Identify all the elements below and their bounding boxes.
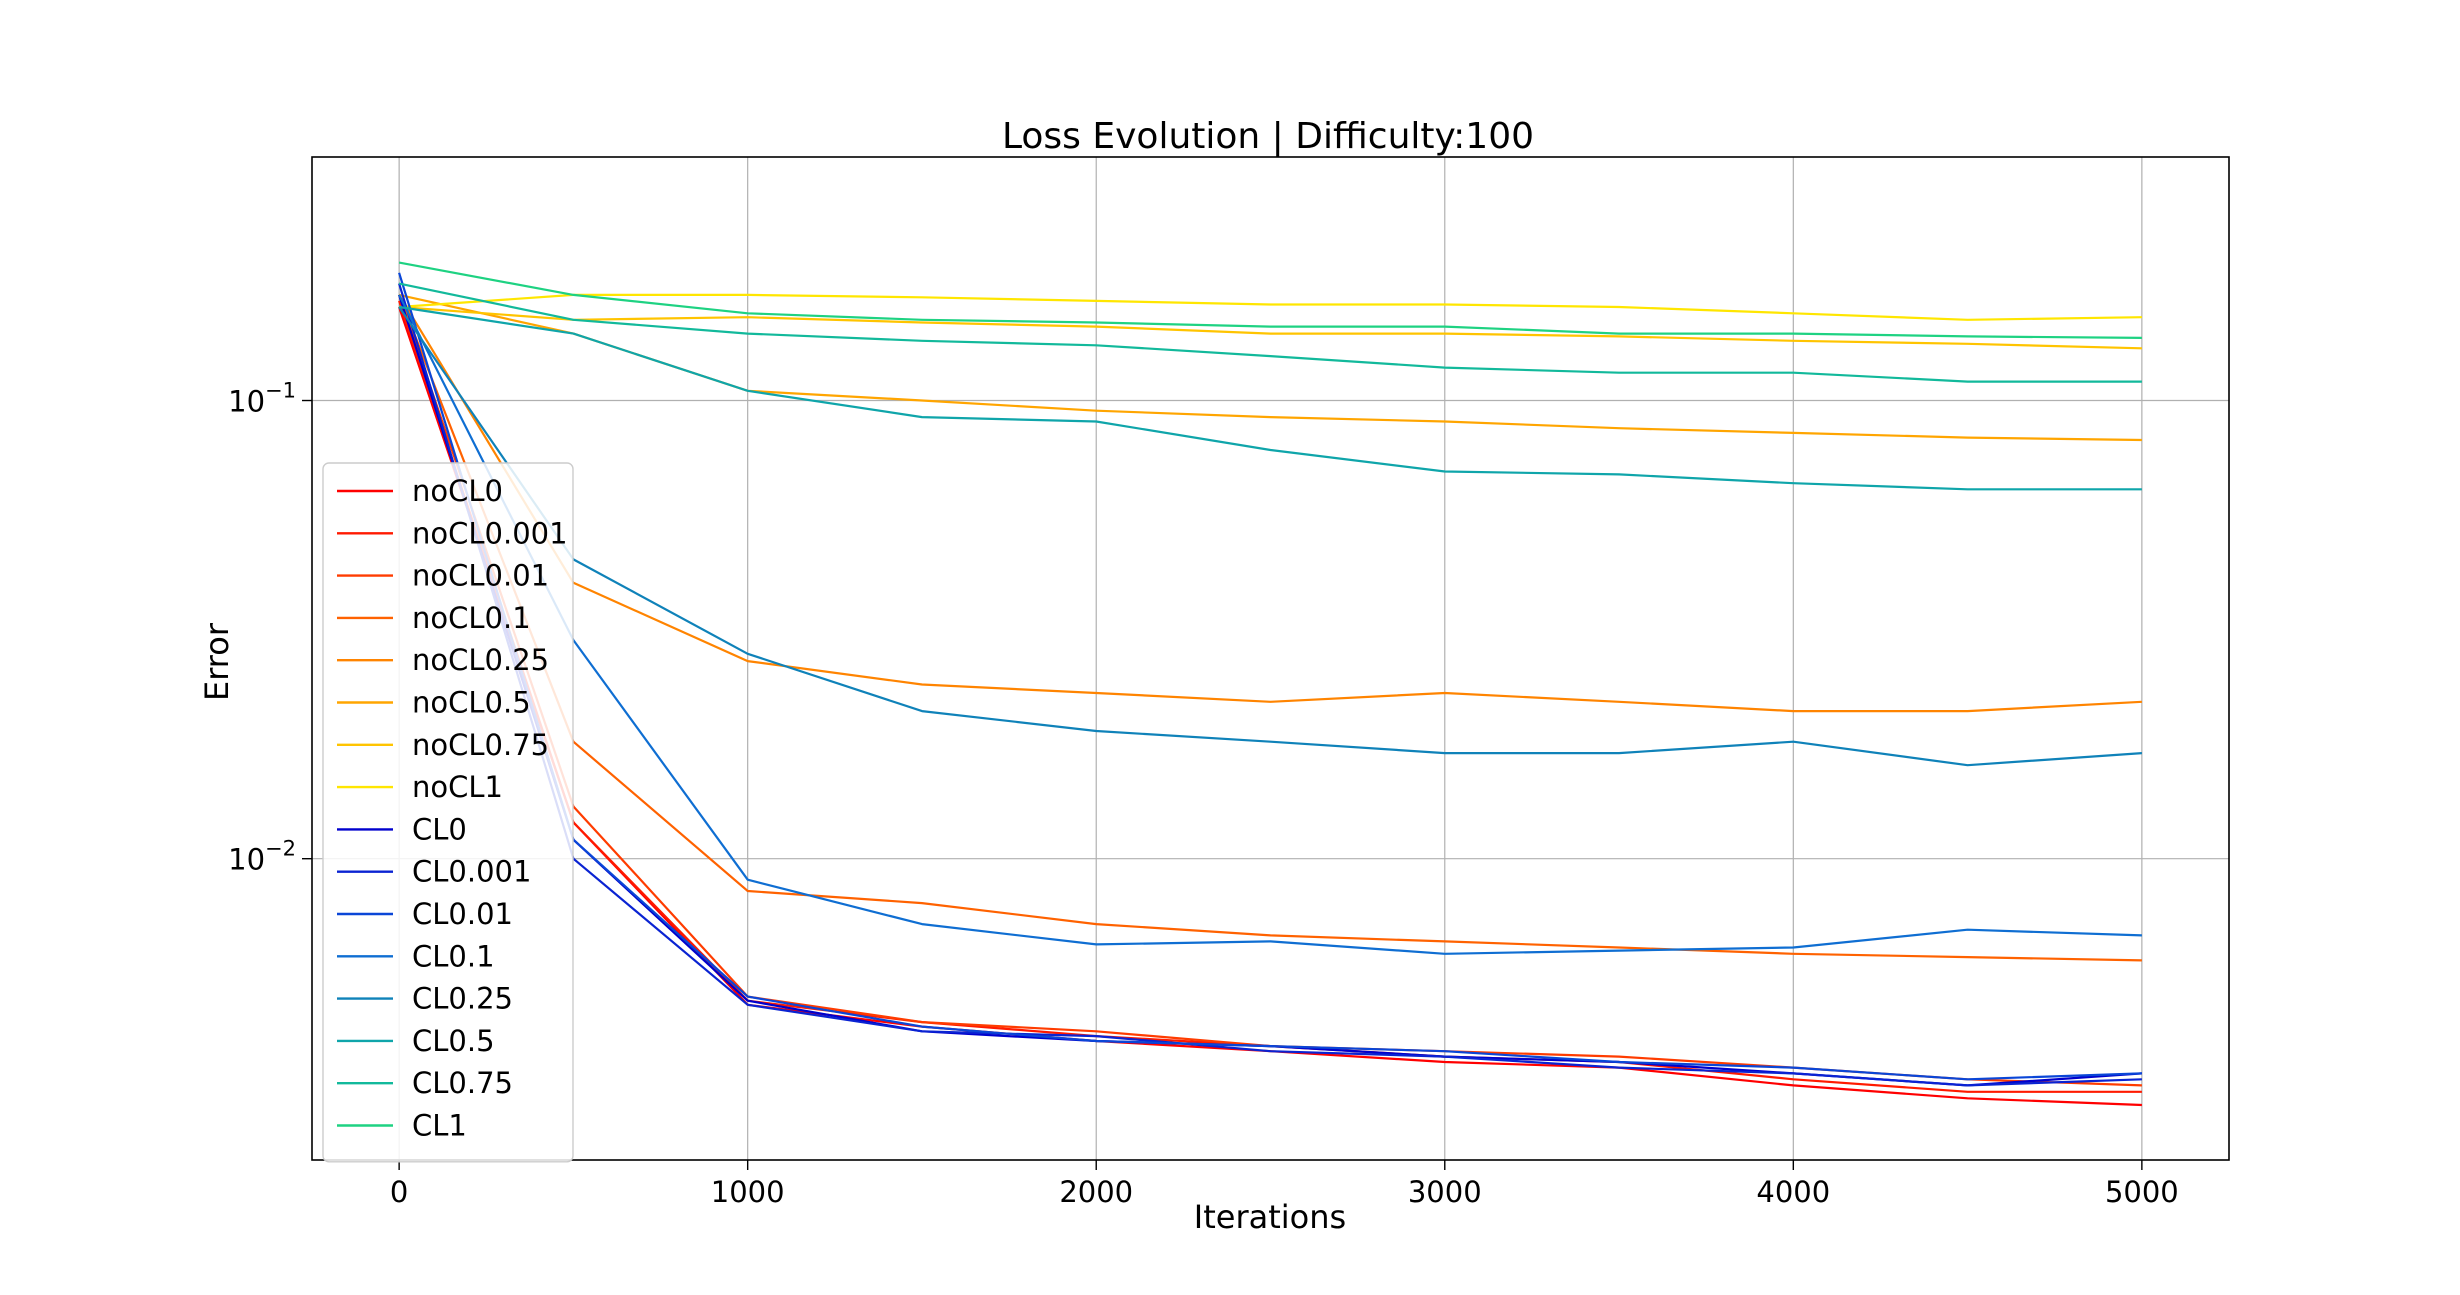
legend-label: noCL0.75 bbox=[412, 728, 549, 762]
series-line-noCL1 bbox=[399, 293, 2142, 321]
series-line-CL0.5 bbox=[398, 305, 2142, 491]
x-tick-label: 0 bbox=[390, 1175, 408, 1209]
x-tick-label: 5000 bbox=[2105, 1175, 2179, 1209]
legend-label: noCL0.5 bbox=[412, 686, 531, 720]
plot-frame bbox=[311, 156, 2230, 1161]
legend-label: noCL0.25 bbox=[412, 643, 549, 677]
legend-label: CL0.001 bbox=[412, 855, 531, 889]
x-tick-label: 3000 bbox=[1408, 1175, 1482, 1209]
grid bbox=[312, 157, 2229, 1160]
x-tick-label: 1000 bbox=[711, 1175, 785, 1209]
x-tick-label: 2000 bbox=[1059, 1175, 1133, 1209]
legend-label: CL0.75 bbox=[412, 1066, 513, 1100]
legend-label: CL0 bbox=[412, 812, 467, 846]
chart-title: Loss Evolution | Difficulty:100 bbox=[1002, 116, 1534, 157]
x-tick-label: 4000 bbox=[1756, 1175, 1830, 1209]
series-line-CL0.001 bbox=[398, 283, 2142, 1087]
legend-label: noCL1 bbox=[412, 770, 503, 804]
series-line-CL0.1 bbox=[398, 294, 2142, 955]
legend-label: CL0.1 bbox=[412, 939, 495, 973]
legend-label: CL0.01 bbox=[412, 897, 513, 931]
series-line-noCL0.75 bbox=[399, 305, 2142, 350]
legend-label: noCL0.1 bbox=[412, 601, 531, 635]
series-line-noCL0.25 bbox=[398, 294, 2142, 713]
legend-label: CL1 bbox=[412, 1109, 467, 1143]
series-line-CL0.01 bbox=[398, 272, 2142, 1081]
legend-label: noCL0.01 bbox=[412, 559, 549, 593]
series-lines bbox=[398, 261, 2142, 1107]
series-line-CL0.75 bbox=[398, 282, 2142, 383]
series-line-CL0.25 bbox=[398, 306, 2142, 767]
legend-box bbox=[322, 462, 574, 1163]
y-axis-label: Error bbox=[198, 622, 236, 701]
x-axis-label: Iterations bbox=[1194, 1198, 1346, 1236]
series-line-CL1 bbox=[398, 261, 2142, 339]
axis-ticks: 0 1000 2000 3000 4000 5000 10−2 10−1 bbox=[228, 379, 2179, 1209]
series-line-noCL0.1 bbox=[398, 294, 2142, 962]
y-tick-label: 10−1 bbox=[228, 379, 296, 419]
legend-label: CL0.5 bbox=[412, 1024, 495, 1058]
legend-label: CL0.25 bbox=[412, 982, 513, 1016]
legend-label: noCL0 bbox=[412, 474, 503, 508]
legend: noCL0 noCL0.001 noCL0.01 noCL0.1 noCL0.25 noC… bbox=[322, 462, 574, 1163]
legend-label: noCL0.001 bbox=[412, 516, 568, 550]
y-tick-label: 10−2 bbox=[228, 837, 296, 877]
